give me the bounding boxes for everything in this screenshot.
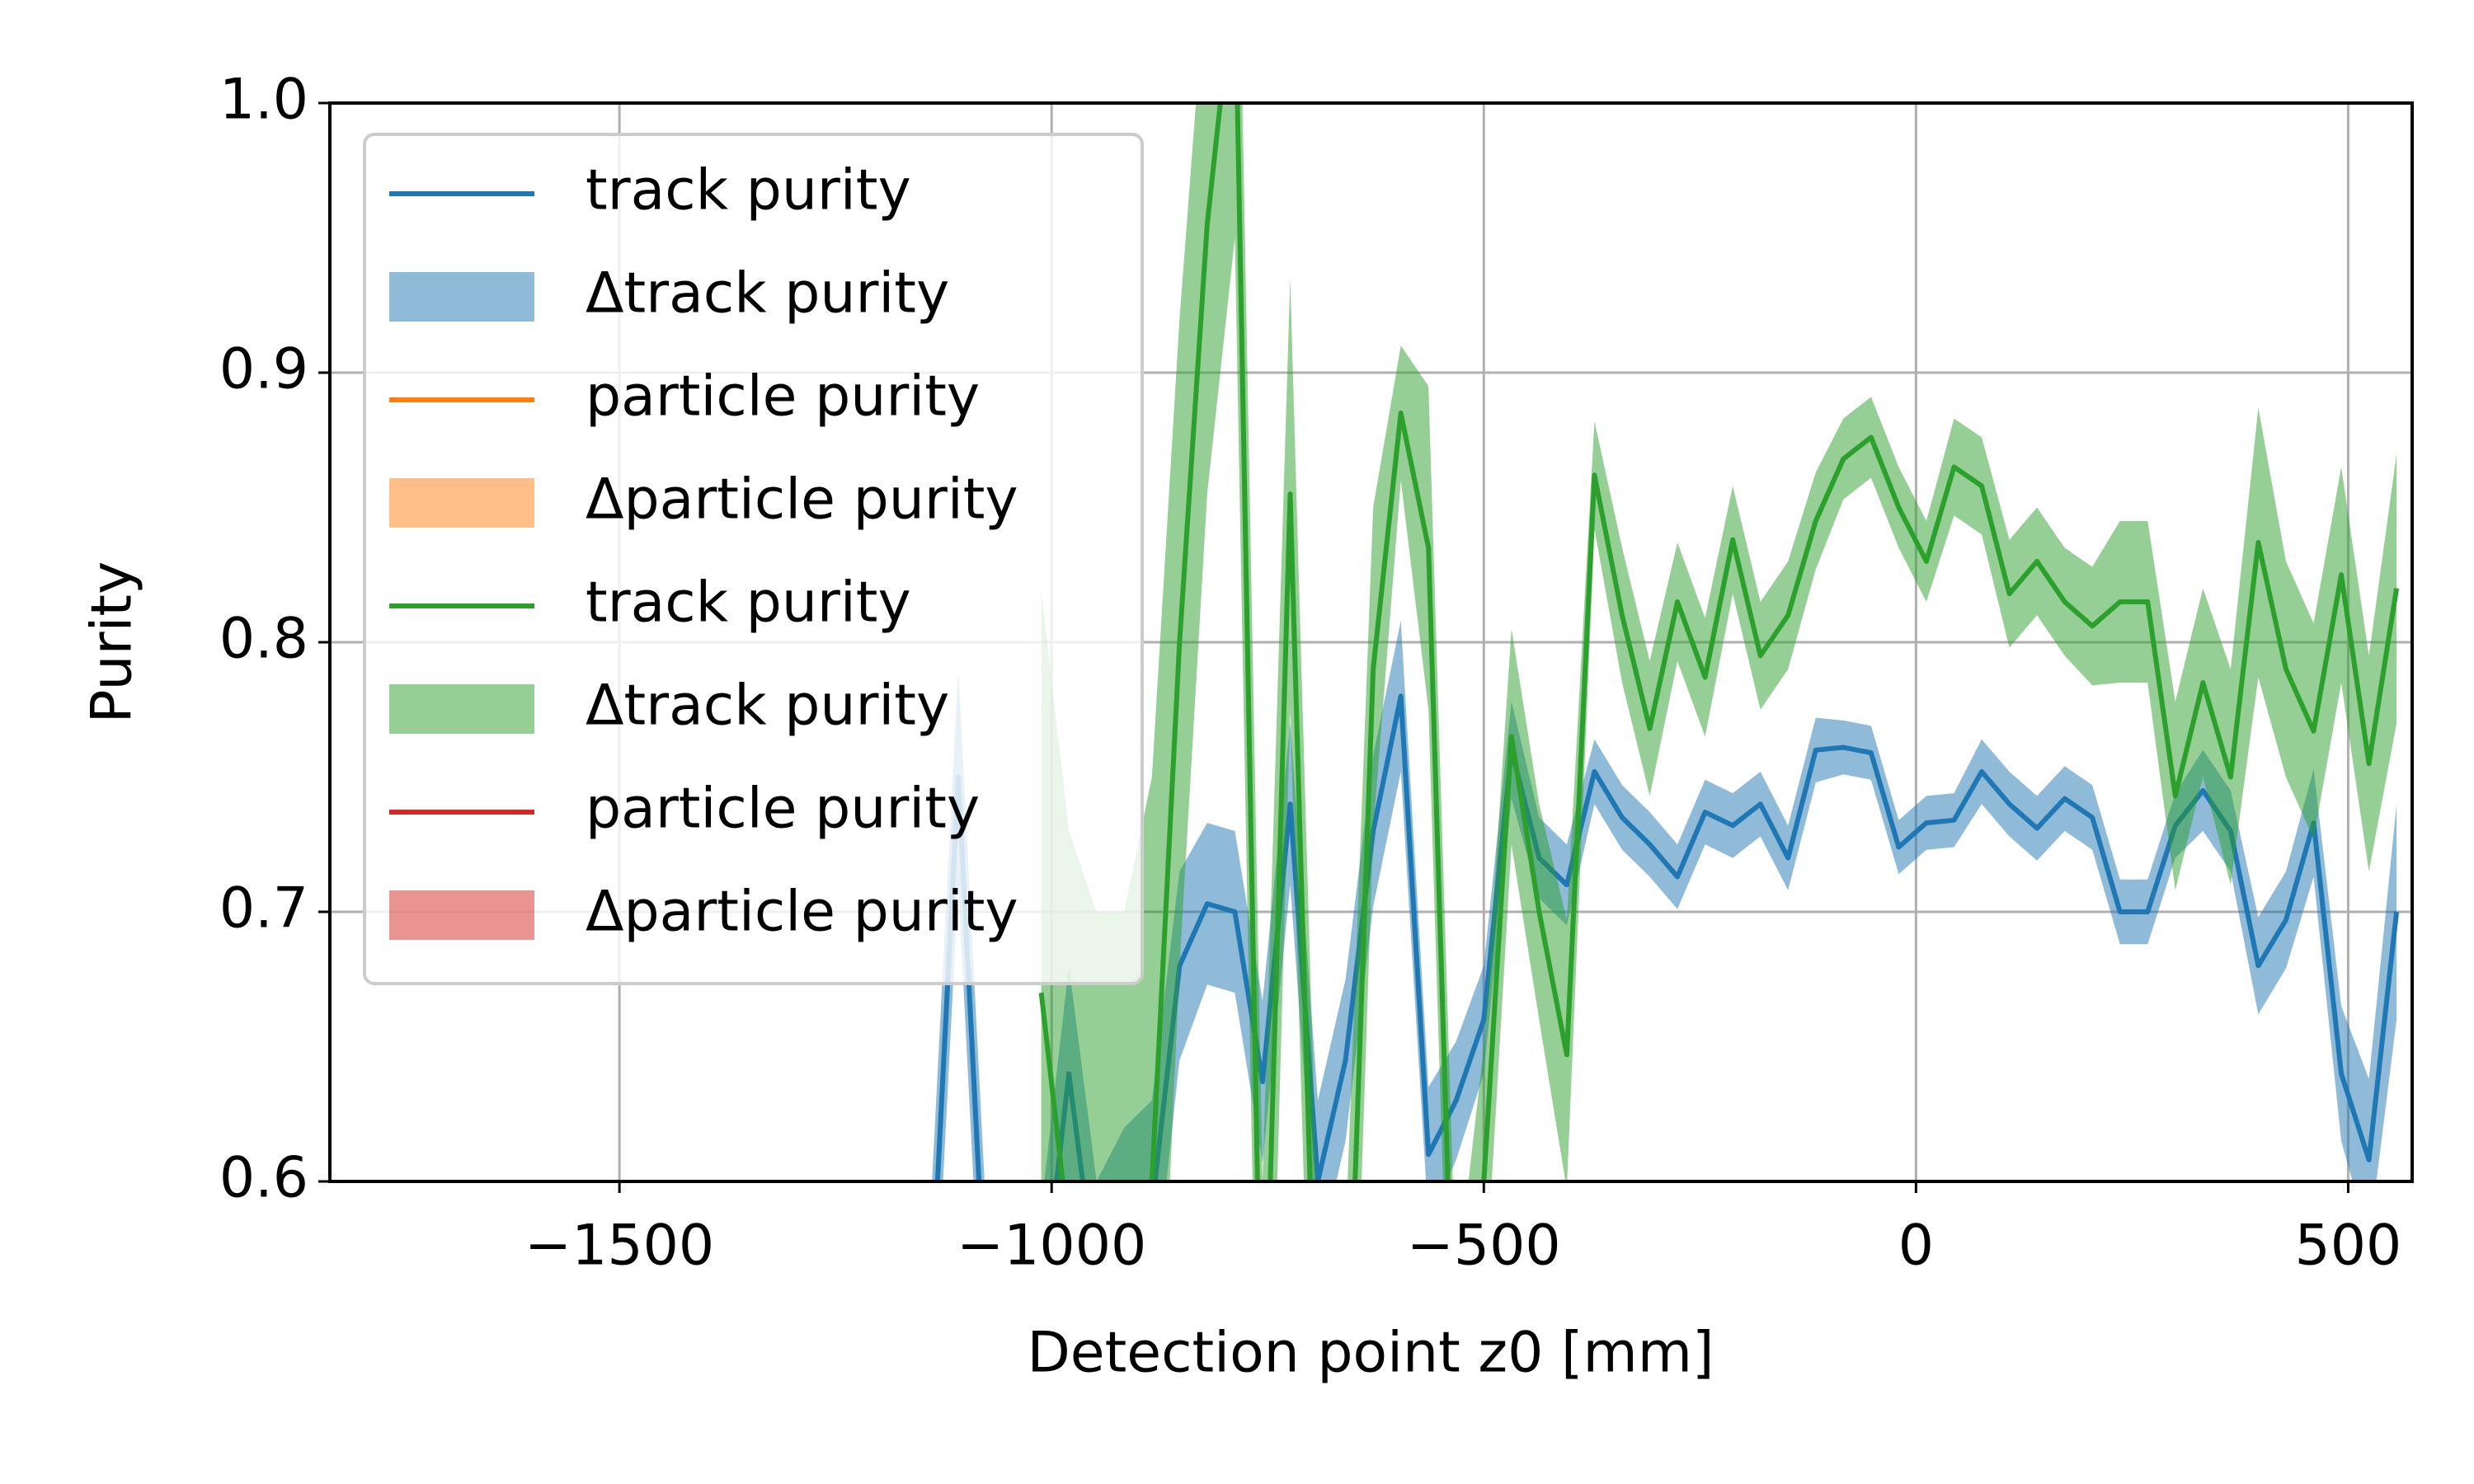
legend-label: particle purity: [586, 777, 980, 842]
x-tick-label: −1000: [957, 1214, 1146, 1279]
legend-label: Δparticle purity: [586, 880, 1018, 945]
x-axis-label: Detection point z0 [mm]: [1027, 1321, 1714, 1386]
line: [1038, 103, 2400, 1181]
error-band: [1041, 103, 2397, 1181]
legend-swatch: [389, 272, 534, 322]
y-tick-label: 1.0: [219, 68, 308, 133]
y-tick-label: 0.6: [219, 1146, 308, 1211]
legend-swatch: [389, 890, 534, 940]
legend-swatch: [389, 684, 534, 734]
legend-swatch: [389, 478, 534, 528]
y-tick-label: 0.9: [219, 337, 308, 402]
legend-label: Δtrack purity: [586, 674, 949, 739]
legend-label: track purity: [586, 571, 911, 636]
legend-label: Δtrack purity: [586, 261, 949, 326]
legend-label: Δparticle purity: [586, 467, 1018, 533]
legend-label: track purity: [586, 158, 911, 223]
y-tick-label: 0.8: [219, 607, 308, 672]
x-tick-label: 0: [1898, 1214, 1934, 1279]
y-tick-label: 0.7: [219, 876, 308, 942]
x-tick-label: 500: [2295, 1214, 2402, 1279]
plot-area: [932, 103, 2400, 1181]
ticks: −1500 −1000 −500 0 500 0.6 0.7 0.8 0.9 1.0: [219, 68, 2401, 1279]
legend: track purity Δtrack purity particle purity…: [363, 133, 1144, 985]
legend-box: [363, 133, 1144, 985]
x-tick-label: −500: [1407, 1214, 1561, 1279]
legend-label: particle purity: [586, 364, 980, 430]
y-axis-label: Purity: [80, 561, 145, 724]
x-tick-label: −1500: [524, 1214, 714, 1279]
